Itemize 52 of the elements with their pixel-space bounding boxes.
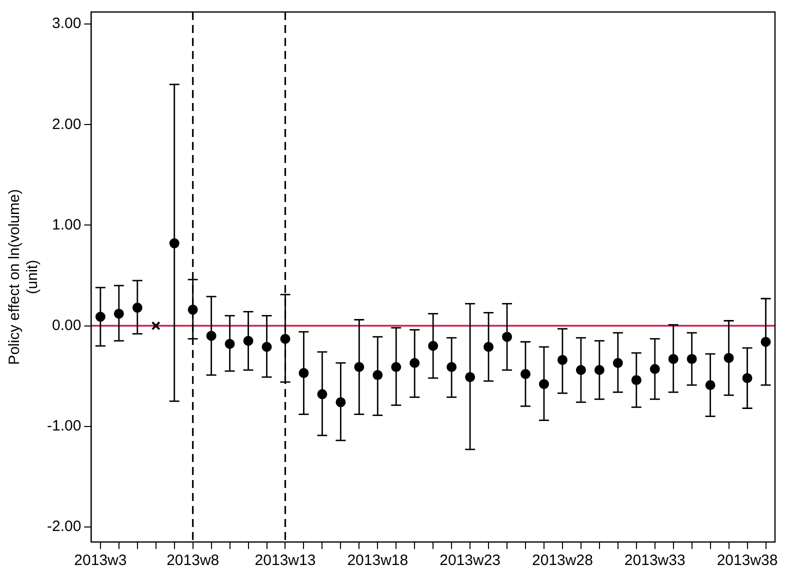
x-tick-label: 2013w18 xyxy=(347,552,408,570)
point xyxy=(188,304,198,315)
y-tick-label: -1.00 xyxy=(46,417,82,434)
point xyxy=(410,358,420,368)
point xyxy=(391,362,402,372)
point xyxy=(243,336,254,346)
point xyxy=(686,354,697,364)
point xyxy=(465,372,476,382)
point xyxy=(484,342,494,352)
y-tick-label: 2.00 xyxy=(52,116,82,133)
x-tick-label: 2013w8 xyxy=(166,552,220,570)
y-tick-label: 3.00 xyxy=(52,15,82,32)
point xyxy=(372,370,383,380)
x-tick-label: 2013w13 xyxy=(254,552,316,570)
point xyxy=(428,340,438,351)
point xyxy=(280,334,290,344)
point xyxy=(151,321,160,330)
x-tick-label: 2013w38 xyxy=(716,552,778,570)
point xyxy=(576,365,586,376)
y-tick-label: 0.00 xyxy=(52,316,82,334)
x-tick-label: 2013w28 xyxy=(532,552,593,570)
point xyxy=(557,354,568,365)
point xyxy=(631,375,642,386)
point xyxy=(132,302,142,313)
point xyxy=(760,336,771,347)
point xyxy=(612,358,623,368)
point xyxy=(705,380,716,390)
point xyxy=(502,332,512,342)
point xyxy=(224,338,235,349)
point xyxy=(262,342,272,352)
point xyxy=(206,330,216,341)
point xyxy=(724,352,734,363)
point xyxy=(446,362,457,372)
point xyxy=(336,397,346,408)
point xyxy=(538,379,549,390)
y-tick-label: -2.00 xyxy=(46,518,82,536)
x-tick-label: 2013w33 xyxy=(624,552,686,570)
point xyxy=(354,362,364,372)
point xyxy=(114,308,124,319)
y-axis-title: Policy effect on ln(volume) (unit) xyxy=(6,189,42,365)
point xyxy=(594,365,604,376)
point xyxy=(169,238,180,248)
x-tick-label: 2013w23 xyxy=(440,552,501,570)
point xyxy=(650,364,660,374)
point xyxy=(298,368,309,378)
point xyxy=(317,389,328,400)
point xyxy=(742,373,752,384)
point xyxy=(668,354,678,364)
point xyxy=(520,369,530,380)
x-tick-label: 2013w3 xyxy=(74,552,127,570)
y-tick-label: 1.00 xyxy=(52,216,82,234)
point xyxy=(95,312,106,322)
